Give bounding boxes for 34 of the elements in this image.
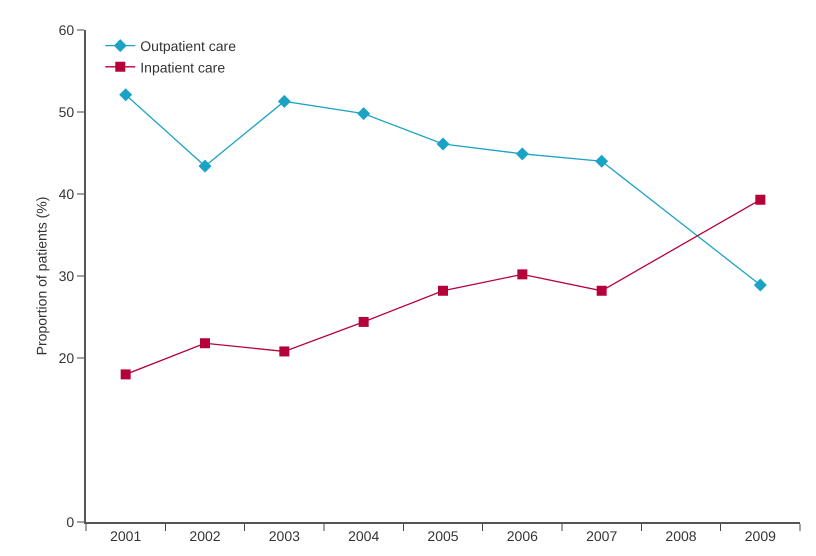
point: [438, 286, 448, 296]
legend-label: Outpatient care: [140, 38, 236, 54]
x-tick-label: 2002: [189, 528, 221, 544]
x-tick-label: 2001: [110, 528, 142, 544]
point: [278, 94, 291, 108]
legend-label: Inpatient care: [140, 59, 226, 76]
y-tick-label: 60: [58, 22, 74, 38]
x-tick-label: 2003: [268, 528, 300, 544]
point: [357, 107, 370, 120]
y-axis-title: Proportion of patients (%): [34, 196, 50, 356]
point: [200, 338, 210, 348]
point: [198, 160, 212, 173]
x-tick-label: 2007: [586, 528, 618, 544]
point: [358, 316, 369, 327]
point: [755, 194, 766, 205]
point: [436, 137, 450, 150]
x-tick-label: 2008: [665, 528, 697, 544]
point: [596, 286, 607, 296]
point: [279, 346, 290, 356]
point: [754, 278, 767, 292]
x-tick-label: 2005: [427, 528, 459, 544]
y-tick-label: 30: [58, 268, 74, 284]
point: [516, 147, 529, 160]
point: [517, 269, 528, 280]
point: [119, 88, 132, 102]
y-tick-label: 0: [66, 514, 74, 530]
x-tick-label: 2004: [348, 528, 380, 544]
y-tick-label: 40: [58, 186, 74, 202]
y-tick-label: 20: [58, 350, 74, 366]
x-tick-label: 2009: [744, 528, 776, 544]
y-tick-label: 50: [58, 104, 74, 120]
point: [595, 154, 608, 168]
x-tick-label: 2006: [506, 528, 538, 544]
point: [120, 369, 131, 380]
